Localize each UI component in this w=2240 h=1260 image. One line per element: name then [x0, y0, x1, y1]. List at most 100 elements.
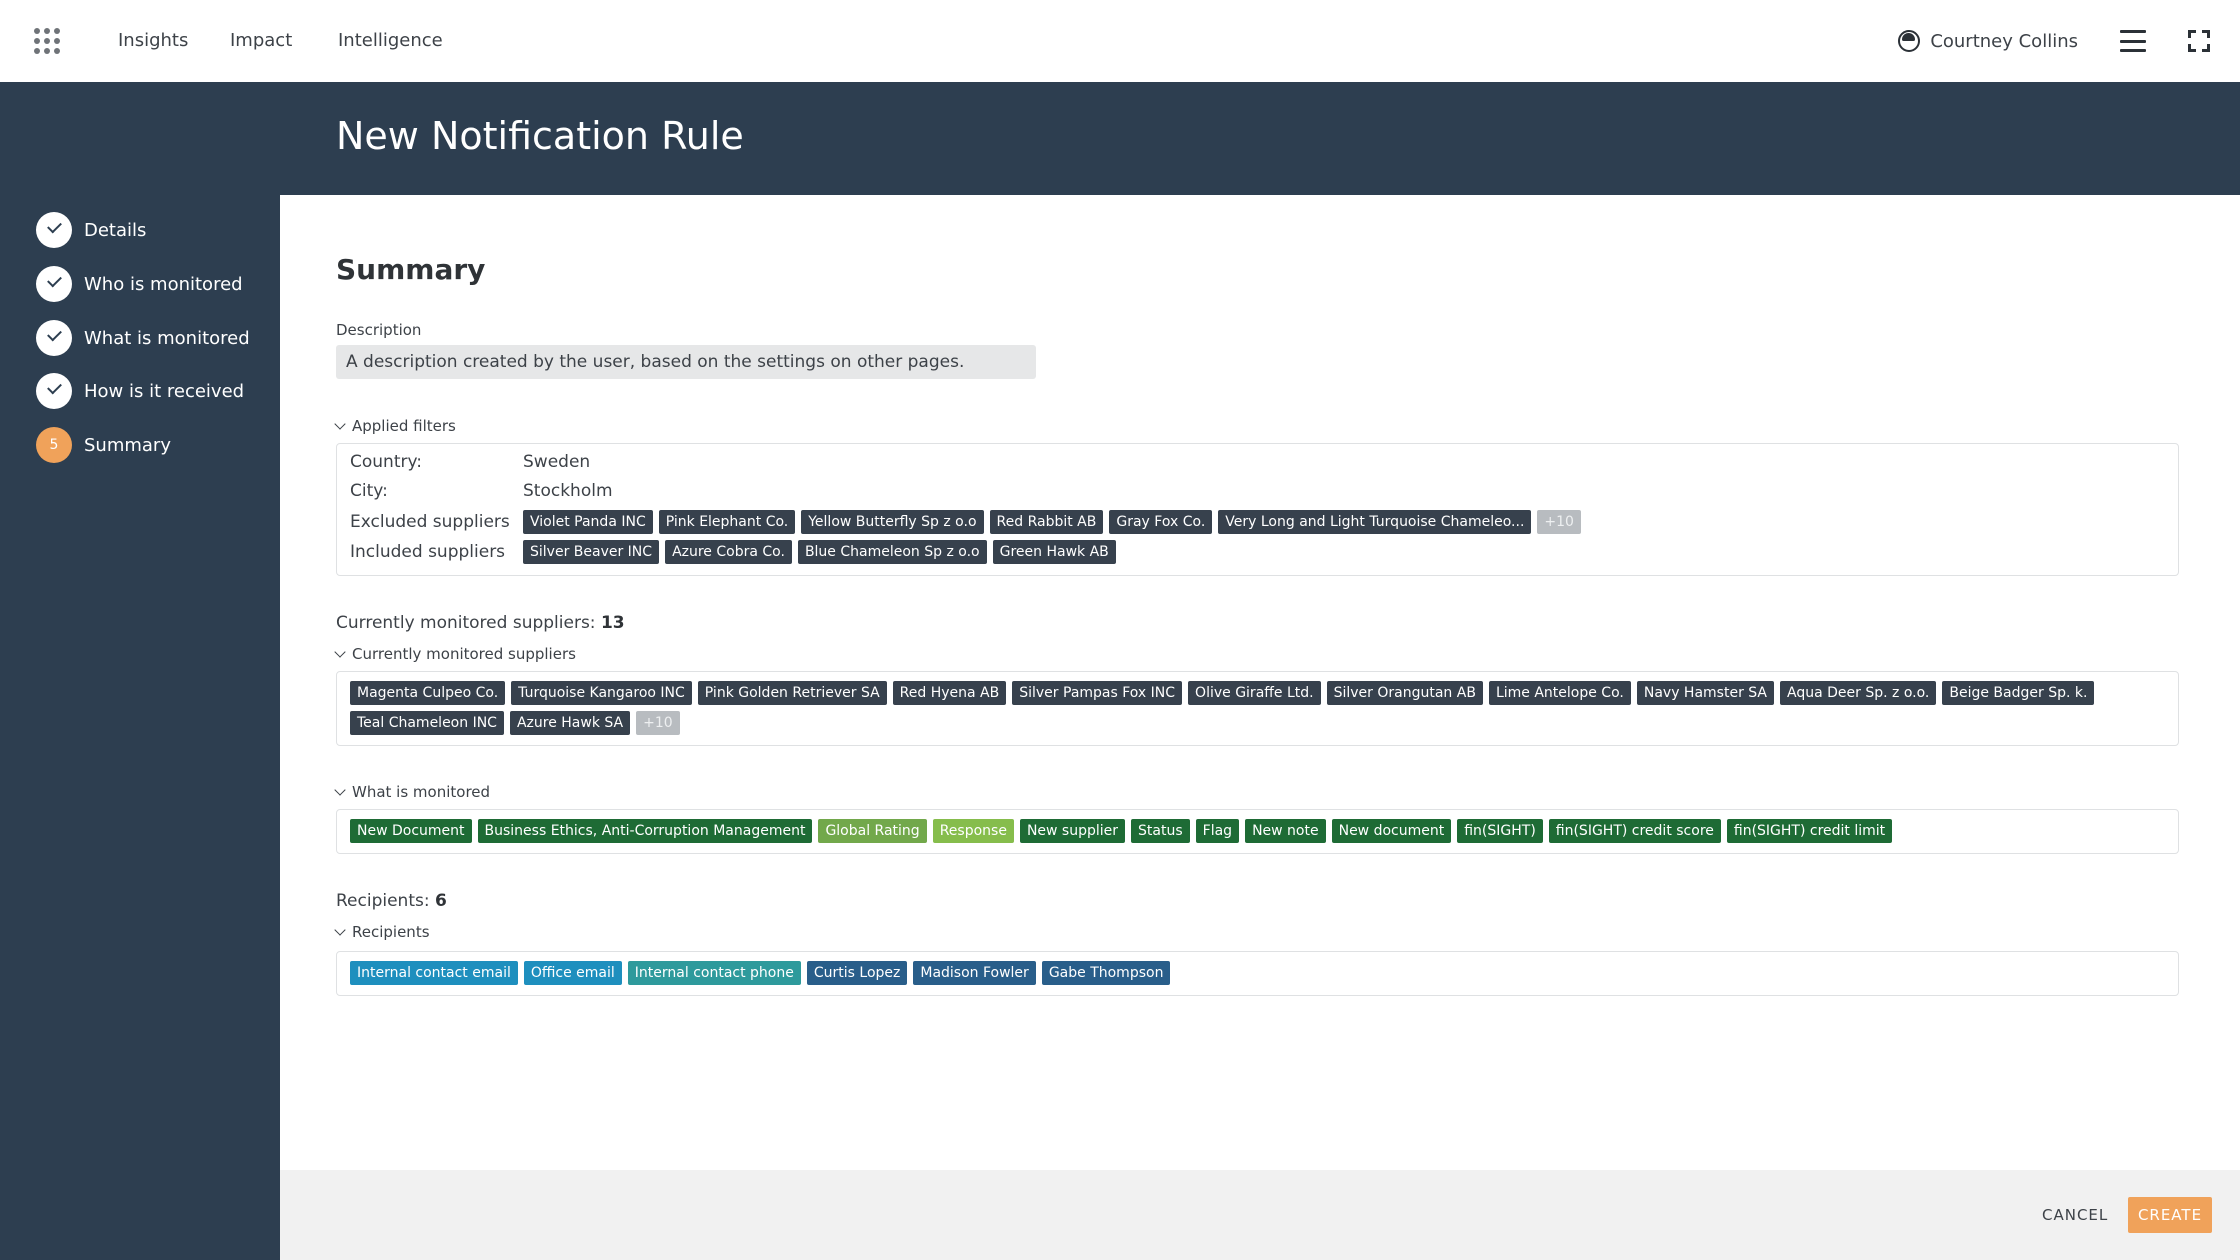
supplier-tag: Pink Golden Retriever SA [697, 681, 887, 705]
event-tag: New Document [350, 819, 472, 843]
event-tag: Flag [1195, 819, 1240, 843]
step-details[interactable]: Details [36, 212, 146, 248]
supplier-tag: Silver Beaver INC [523, 540, 660, 564]
count-value: 6 [434, 891, 447, 911]
create-button[interactable]: CREATE [2128, 1197, 2212, 1233]
nav-intelligence[interactable]: Intelligence [338, 30, 443, 51]
recipient-tag: Internal contact phone [627, 961, 801, 985]
check-icon [36, 212, 72, 248]
supplier-tag: Red Hyena AB [892, 681, 1007, 705]
check-icon [36, 266, 72, 302]
chevron-down-icon [334, 417, 346, 430]
more-tag[interactable]: +10 [636, 711, 680, 735]
apps-grid-icon[interactable] [34, 28, 60, 54]
description-field[interactable]: A description created by the user, based… [336, 345, 1036, 379]
check-icon [36, 373, 72, 409]
event-tag: New note [1245, 819, 1326, 843]
supplier-tag: Violet Panda INC [523, 510, 653, 534]
step-summary[interactable]: 5 Summary [36, 427, 171, 463]
what-monitored-label: What is monitored [352, 783, 491, 801]
more-tag[interactable]: +10 [1537, 510, 1581, 534]
count-label: Recipients: [336, 891, 430, 911]
step-number-badge: 5 [36, 427, 72, 463]
filter-value: Stockholm [523, 481, 613, 501]
step-how-is-it-received[interactable]: How is it received [36, 373, 244, 409]
recipients-panel: Internal contact email Office email Inte… [336, 951, 2179, 996]
supplier-tag: Lime Antelope Co. [1488, 681, 1631, 705]
filter-row-city: City: Stockholm [350, 481, 613, 501]
wizard-sidebar [0, 195, 280, 1260]
filter-value: Sweden [523, 452, 591, 472]
monitored-suppliers-toggle[interactable]: Currently monitored suppliers [334, 645, 576, 663]
applied-filters-panel: Country: Sweden City: Stockholm Excluded… [336, 443, 2179, 576]
supplier-tag: Blue Chameleon Sp z o.o [797, 540, 987, 564]
monitored-tags-row: Magenta Culpeo Co. Turquoise Kangaroo IN… [350, 681, 2165, 705]
event-tag: New supplier [1019, 819, 1126, 843]
supplier-tag: Aqua Deer Sp. z o.o. [1780, 681, 1937, 705]
supplier-tag: Silver Orangutan AB [1326, 681, 1483, 705]
supplier-tag: Teal Chameleon INC [350, 711, 504, 735]
cancel-button[interactable]: CANCEL [2042, 1198, 2108, 1232]
step-label: Who is monitored [84, 273, 243, 295]
user-menu[interactable]: Courtney Collins [1898, 0, 2078, 82]
count-label: Currently monitored suppliers: [336, 613, 596, 633]
applied-filters-toggle[interactable]: Applied filters [334, 417, 456, 435]
fullscreen-icon[interactable] [2188, 30, 2210, 52]
supplier-tag: Yellow Butterfly Sp z o.o [801, 510, 984, 534]
hamburger-menu-icon[interactable] [2120, 30, 2146, 52]
what-monitored-tags: New Document Business Ethics, Anti-Corru… [350, 819, 2165, 843]
step-label: Summary [84, 434, 171, 456]
filter-row-excluded: Excluded suppliers Violet Panda INC Pink… [350, 510, 1581, 534]
nav-insights[interactable]: Insights [118, 30, 189, 51]
monitored-suppliers-label: Currently monitored suppliers [352, 645, 576, 663]
nav-impact[interactable]: Impact [230, 30, 293, 51]
supplier-tag: Azure Hawk SA [509, 711, 631, 735]
event-tag: Response [932, 819, 1014, 843]
step-label: What is monitored [84, 327, 250, 349]
supplier-tag: Silver Pampas Fox INC [1012, 681, 1183, 705]
user-name: Courtney Collins [1930, 30, 2078, 52]
user-avatar-icon [1898, 30, 1921, 52]
count-value: 13 [600, 613, 625, 633]
chevron-down-icon [334, 645, 346, 658]
filter-key: City: [350, 481, 388, 501]
recipient-tag: Madison Fowler [913, 961, 1036, 985]
step-label: Details [84, 219, 147, 241]
page-title: New Notification Rule [336, 114, 744, 158]
recipients-count: Recipients: 6 [336, 891, 447, 911]
recipients-toggle[interactable]: Recipients [334, 923, 430, 941]
monitored-suppliers-panel: Magenta Culpeo Co. Turquoise Kangaroo IN… [336, 671, 2179, 746]
recipient-tag: Gabe Thompson [1041, 961, 1171, 985]
supplier-tag: Gray Fox Co. [1109, 510, 1213, 534]
recipients-label: Recipients [352, 923, 430, 941]
supplier-tag: Very Long and Light Turquoise Chameleo..… [1218, 510, 1532, 534]
recipient-tags: Internal contact email Office email Inte… [350, 961, 2165, 985]
supplier-tag: Navy Hamster SA [1636, 681, 1775, 705]
filter-key: Included suppliers [350, 542, 506, 562]
footer-bar [280, 1170, 2240, 1260]
supplier-tag: Olive Giraffe Ltd. [1188, 681, 1321, 705]
event-tag: Status [1131, 819, 1190, 843]
event-tag: New document [1331, 819, 1452, 843]
event-tag: Global Rating [818, 819, 927, 843]
what-monitored-toggle[interactable]: What is monitored [334, 783, 491, 801]
page-header [0, 82, 2240, 195]
step-who-is-monitored[interactable]: Who is monitored [36, 266, 243, 302]
supplier-tag: Turquoise Kangaroo INC [511, 681, 692, 705]
monitored-count: Currently monitored suppliers: 13 [336, 613, 625, 633]
filter-row-country: Country: Sweden [350, 452, 590, 472]
supplier-tag: Beige Badger Sp. k. [1942, 681, 2095, 705]
included-tags: Silver Beaver INC Azure Cobra Co. Blue C… [523, 540, 1116, 564]
supplier-tag: Pink Elephant Co. [658, 510, 796, 534]
check-icon [36, 320, 72, 356]
monitored-tags-row: Teal Chameleon INC Azure Hawk SA +10 [350, 711, 2165, 735]
top-bar: Insights Impact Intelligence Courtney Co… [0, 0, 2240, 82]
main-content: Summary Description A description create… [280, 195, 2240, 1170]
supplier-tag: Magenta Culpeo Co. [350, 681, 506, 705]
supplier-tag: Azure Cobra Co. [665, 540, 792, 564]
recipient-tag: Curtis Lopez [806, 961, 908, 985]
step-what-is-monitored[interactable]: What is monitored [36, 320, 250, 356]
filter-key: Excluded suppliers [350, 512, 510, 532]
recipient-tag: Internal contact email [350, 961, 518, 985]
step-label: How is it received [84, 380, 245, 402]
